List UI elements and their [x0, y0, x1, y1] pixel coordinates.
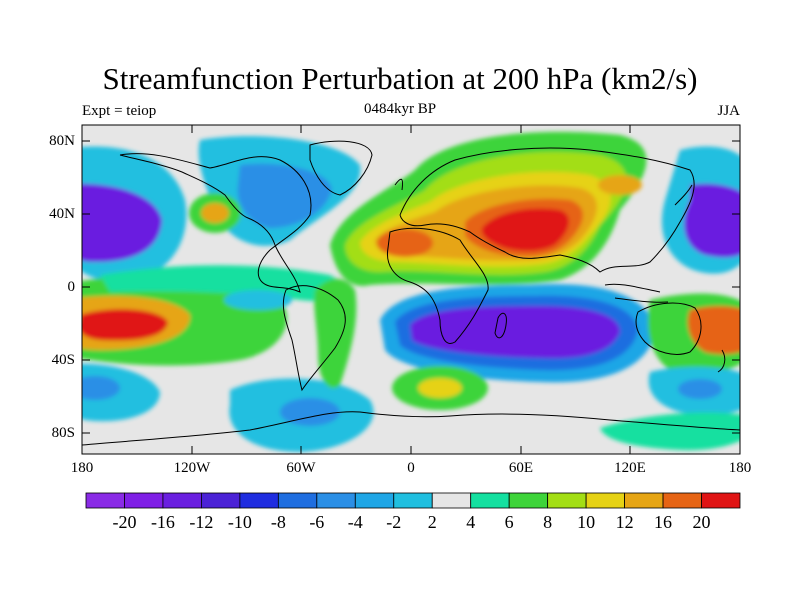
coastline-australia	[635, 302, 702, 355]
lon-label-180e: 180	[728, 460, 752, 476]
colorbar-label: -10	[227, 512, 252, 532]
lon-label-120e: 120E	[614, 460, 646, 476]
colorbar-box	[624, 492, 664, 509]
colorbar-label: -8	[270, 512, 286, 532]
coastline-madagascar	[494, 312, 507, 339]
positive-anomaly-southwest-pacific-core	[687, 306, 740, 355]
colorbar-box	[470, 492, 510, 509]
colorbar-label: -6	[309, 512, 325, 532]
positive-anomaly-eurasia-core	[481, 208, 570, 252]
positive-anomaly-central-asia	[598, 175, 642, 195]
lon-label-0: 0	[407, 460, 415, 476]
map-title: Streamfunction Perturbation at 200 hPa (…	[102, 61, 698, 96]
colorbar-box	[85, 492, 125, 509]
lon-tick-marks	[81, 125, 741, 454]
colorbar-box	[277, 492, 318, 509]
coastline-north-america	[119, 153, 312, 293]
coastline-uk	[394, 178, 403, 191]
colorbar-box	[547, 492, 587, 509]
coastline-south-america	[282, 285, 346, 392]
colorbar-box	[124, 492, 164, 509]
coastline-eurasia	[399, 147, 695, 273]
colorbar-label: 10	[577, 512, 596, 532]
colorbar-box	[431, 492, 472, 509]
colorbar-label: 2	[427, 512, 437, 532]
positive-anomaly-africa-core	[377, 229, 433, 257]
negative-anomaly-pacific-east-core	[684, 183, 740, 258]
colorbar-box	[701, 492, 741, 509]
coastlines	[82, 140, 740, 446]
experiment-label: Expt = teiop	[82, 103, 157, 119]
positive-anomaly-east-pacific-band	[100, 265, 345, 301]
positive-anomaly-south-atlantic-core	[418, 378, 462, 398]
negative-anomaly-southern-ocean-core	[280, 398, 340, 426]
colorbar-box	[662, 492, 702, 509]
coastline-antarctica	[82, 411, 740, 446]
negative-anomaly-southeast-pacific-core	[678, 379, 722, 399]
lat-label-80s: 80S	[51, 425, 75, 441]
colorbar-box	[508, 492, 549, 509]
colorbar-label: -20	[112, 512, 137, 532]
coastline-new-zealand	[717, 349, 726, 373]
coastline-indonesia	[604, 283, 669, 303]
period-label: 0484kyr BP	[363, 101, 437, 117]
colorbar-label: 12	[615, 512, 634, 532]
lat-label-40n: 40N	[49, 206, 75, 222]
lat-label-40s: 40S	[51, 352, 75, 368]
colorbar-box	[201, 492, 241, 509]
colorbar-box	[162, 492, 202, 509]
coastline-greenland	[309, 140, 373, 196]
colorbar-label: 4	[466, 512, 476, 532]
colorbar-label: 20	[692, 512, 711, 532]
coastline-africa	[386, 227, 489, 344]
positive-anomaly-north-pacific-core	[201, 203, 229, 223]
colorbar-label: 6	[504, 512, 514, 532]
colorbar-label: -2	[386, 512, 402, 532]
colorbar-box	[239, 492, 279, 509]
lat-label-equator: 0	[67, 279, 76, 295]
contour-field	[82, 125, 740, 454]
negative-anomaly-pacific-west-core	[82, 183, 162, 262]
negative-anomaly-south-pacific-far-core	[82, 376, 120, 400]
lat-label-80n: 80N	[49, 133, 75, 149]
negative-anomaly-indian-ocean-core	[410, 306, 620, 359]
colorbar-label: 16	[654, 512, 673, 532]
colorbar	[85, 492, 741, 509]
colorbar-box	[585, 492, 625, 509]
colorbar-label: -12	[189, 512, 214, 532]
colorbar-label: -16	[150, 512, 175, 532]
lat-tick-marks	[82, 140, 740, 434]
colorbar-box	[393, 492, 433, 509]
lon-label-60e: 60E	[508, 460, 534, 476]
season-label: JJA	[717, 103, 740, 119]
lon-label-120w: 120W	[173, 460, 211, 476]
lon-label-180w: 180	[70, 460, 94, 476]
colorbar-label: 8	[543, 512, 553, 532]
lon-label-60w: 60W	[286, 460, 316, 476]
positive-anomaly-south-pacific-core	[82, 309, 168, 341]
negative-anomaly-tropical-pacific	[224, 290, 292, 310]
negative-anomaly-north-america-core	[237, 163, 332, 228]
colorbar-label: -4	[347, 512, 363, 532]
colorbar-box	[354, 492, 395, 509]
coastline-japan	[674, 184, 693, 206]
colorbar-box	[316, 492, 356, 509]
